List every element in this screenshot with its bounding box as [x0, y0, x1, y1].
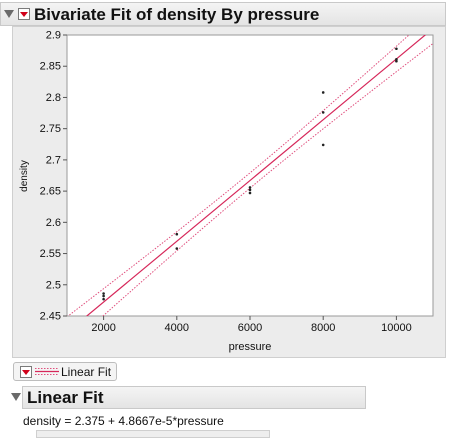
linear-fit-title: Linear Fit [27, 388, 104, 407]
data-point[interactable] [321, 143, 325, 147]
data-point[interactable] [321, 91, 325, 94]
y-tick-label: 2.9 [46, 30, 61, 42]
report-title: Bivariate Fit of density By pressure [34, 5, 320, 24]
fit-line[interactable] [67, 29, 433, 333]
data-point[interactable] [395, 47, 398, 51]
y-tick-label: 2.8 [46, 92, 61, 104]
y-tick-label: 2.45 [40, 311, 61, 323]
y-axis-label: density [19, 160, 30, 192]
legend-red-triangle-menu-icon[interactable] [20, 366, 32, 378]
data-point[interactable] [395, 58, 398, 61]
y-tick-label: 2.65 [40, 186, 61, 198]
report-header: Bivariate Fit of density By pressure [0, 2, 446, 26]
y-tick-label: 2.6 [46, 217, 61, 229]
confidence-curve-upper [67, 35, 410, 316]
x-axis-label: pressure [229, 341, 272, 353]
linear-fit-disclosure-icon[interactable] [11, 393, 21, 401]
red-triangle-menu-icon[interactable] [18, 8, 30, 20]
linear-fit-header: Linear Fit [22, 386, 366, 409]
fit-equation: density = 2.375 + 4.8667e-5*pressure [23, 414, 224, 428]
data-point[interactable] [248, 188, 252, 192]
data-point[interactable] [321, 111, 325, 114]
x-tick-label: 8000 [311, 322, 335, 334]
data-point[interactable] [248, 191, 252, 195]
x-tick-label: 6000 [238, 322, 262, 334]
y-tick-label: 2.5 [46, 279, 61, 291]
legend-box: Linear Fit [13, 362, 117, 381]
legend-label: Linear Fit [61, 365, 112, 379]
x-tick-label: 10000 [381, 322, 412, 334]
data-point[interactable] [102, 294, 105, 298]
data-point[interactable] [102, 297, 105, 301]
x-tick-label: 2000 [91, 322, 115, 334]
x-tick-label: 4000 [165, 322, 189, 334]
data-point[interactable] [102, 292, 105, 295]
data-point[interactable] [395, 59, 398, 63]
data-point[interactable] [175, 247, 179, 250]
y-tick-label: 2.75 [40, 123, 61, 135]
next-section-header [36, 430, 270, 438]
fit-line-swatch-icon [35, 368, 59, 375]
data-point[interactable] [175, 232, 179, 236]
plot-area[interactable] [66, 34, 434, 317]
y-tick-label: 2.7 [46, 154, 61, 166]
data-point[interactable] [248, 186, 252, 189]
y-tick-label: 2.85 [40, 61, 61, 73]
y-tick-label: 2.55 [40, 248, 61, 260]
disclosure-triangle-icon[interactable] [4, 10, 14, 18]
